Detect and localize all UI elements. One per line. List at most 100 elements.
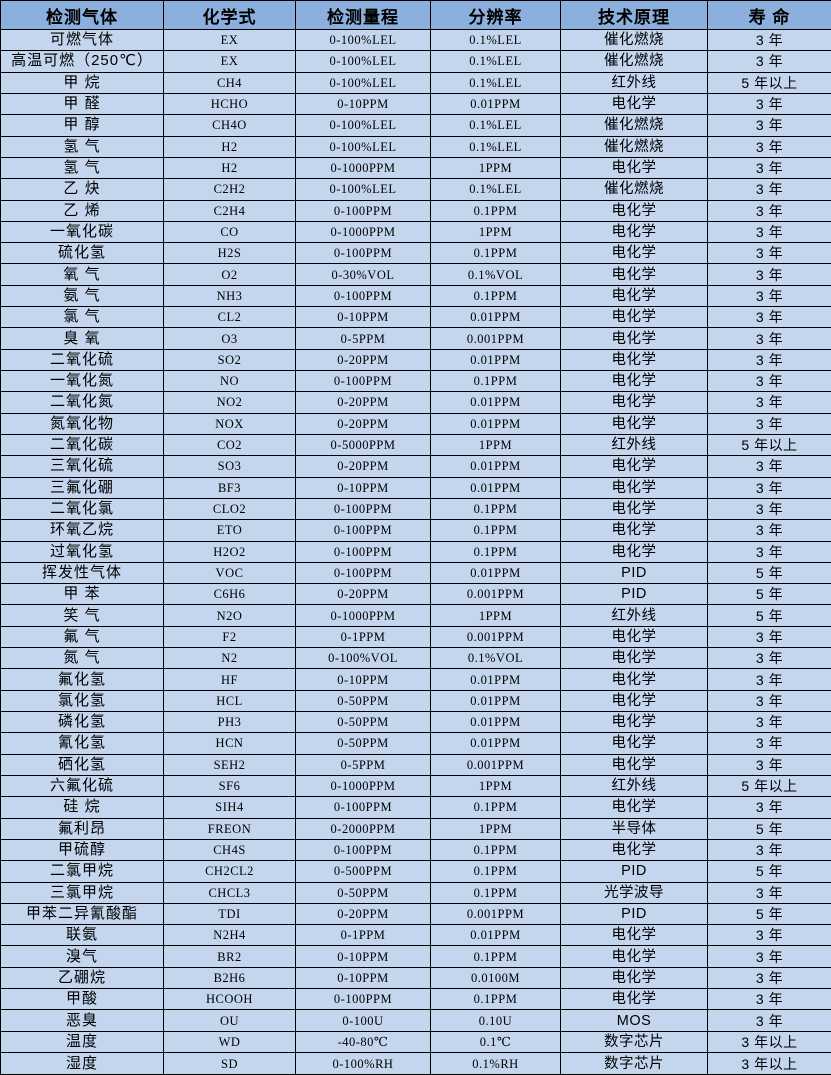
cell-formula: CH4 (163, 71, 296, 94)
cell-formula: F2 (163, 625, 296, 649)
cell-life: 3 年 (707, 1009, 831, 1032)
cell-range: 0-100%LEL (295, 50, 431, 73)
cell-gas: 甲 烷 (0, 71, 164, 94)
table-row: 笑 气 N2O 0-1000PPM 1PPM 红外线 5 年 (0, 604, 831, 627)
cell-life: 3 年 (707, 945, 831, 968)
cell-range: 0-10PPM (295, 306, 431, 329)
cell-formula: SO2 (163, 348, 296, 372)
table-row: 一氧化氮 NO 0-100PPM 0.1PPM 电化学 3 年 (0, 369, 831, 393)
cell-gas: 甲 醇 (0, 114, 164, 137)
table-row: 二氧化碳 CO2 0-5000PPM 1PPM 红外线 5 年以上 (0, 433, 831, 457)
cell-life: 5 年以上 (707, 71, 831, 94)
cell-tech: 电化学 (560, 412, 708, 435)
table-row: 氯 气 CL2 0-10PPM 0.01PPM 电化学 3 年 (0, 306, 831, 329)
cell-res: 0.01PPM (430, 668, 561, 691)
cell-life: 3 年 (707, 327, 831, 350)
cell-life: 3 年 (707, 242, 831, 265)
cell-life: 5 年 (707, 902, 831, 926)
cell-tech: 催化燃烧 (560, 50, 708, 73)
cell-formula: CH2CL2 (163, 860, 296, 883)
cell-res: 0.1PPM (430, 838, 561, 862)
cell-gas: 乙 烯 (0, 199, 164, 222)
cell-life: 3 年 (707, 135, 831, 158)
cell-formula: CH4O (163, 114, 296, 137)
cell-range: 0-10PPM (295, 476, 431, 499)
cell-res: 0.01PPM (430, 306, 561, 329)
cell-life: 3 年 (707, 348, 831, 372)
cell-life: 5 年以上 (707, 774, 831, 798)
cell-formula: HCL (163, 689, 296, 713)
table-header-row: 检测气体 化学式 检测量程 分辨率 技术原理寿 命 (0, 0, 831, 30)
cell-range: 0-100PPM (295, 561, 431, 585)
cell-res: 0.1%VOL (430, 647, 561, 670)
cell-res: 0.1PPM (430, 369, 561, 393)
cell-tech: 电化学 (560, 455, 708, 478)
cell-range: 0-100%LEL (295, 71, 431, 94)
cell-res: 0.01PPM (430, 455, 561, 478)
cell-tech: 电化学 (560, 966, 708, 990)
cell-formula: CHCL3 (163, 881, 296, 904)
cell-formula: N2H4 (163, 924, 296, 947)
cell-formula: SF6 (163, 774, 296, 798)
cell-res: 0.01PPM (430, 412, 561, 435)
cell-gas: 恶臭 (0, 1009, 164, 1032)
cell-res: 0.1PPM (430, 199, 561, 222)
cell-range: 0-100PPM (295, 988, 431, 1011)
cell-gas: 三氧化硫 (0, 455, 164, 478)
cell-tech: 半导体 (560, 817, 708, 840)
cell-res: 1PPM (430, 156, 561, 180)
cell-life: 3 年 (707, 881, 831, 904)
cell-formula: NO (163, 369, 296, 393)
table-row: 硫化氢 H2S 0-100PPM 0.1PPM 电化学 3 年 (0, 242, 831, 265)
cell-life: 3 年 (707, 178, 831, 201)
cell-res: 1PPM (430, 220, 561, 244)
table-row: 三氧化硫 SO3 0-20PPM 0.01PPM 电化学 3 年 (0, 455, 831, 478)
cell-range: 0-100PPM (295, 284, 431, 308)
column-header-range: 检测量程 (295, 0, 431, 30)
cell-formula: CH4S (163, 838, 296, 862)
cell-life: 3 年 (707, 92, 831, 116)
cell-gas: 二氯甲烷 (0, 860, 164, 883)
cell-formula: NH3 (163, 284, 296, 308)
cell-res: 0.1%LEL (430, 28, 561, 52)
table-row: 氟化氢 HF 0-10PPM 0.01PPM 电化学 3 年 (0, 668, 831, 691)
cell-tech: 红外线 (560, 433, 708, 457)
cell-res: 0.1%LEL (430, 50, 561, 73)
cell-gas: 一氧化氮 (0, 369, 164, 393)
table-row: 甲 醇 CH4O 0-100%LEL 0.1%LEL 催化燃烧 3 年 (0, 114, 831, 137)
cell-life: 3 年 (707, 369, 831, 393)
cell-tech: PID (560, 902, 708, 926)
table-row: 氨 气 NH3 0-100PPM 0.1PPM 电化学 3 年 (0, 284, 831, 308)
cell-res: 0.1PPM (430, 945, 561, 968)
cell-range: 0-10PPM (295, 92, 431, 116)
cell-tech: 光学波导 (560, 881, 708, 904)
table-row: 二氧化氯 CLO2 0-100PPM 0.1PPM 电化学 3 年 (0, 497, 831, 521)
cell-tech: 电化学 (560, 625, 708, 649)
cell-gas: 磷化氢 (0, 710, 164, 734)
cell-res: 0.001PPM (430, 625, 561, 649)
cell-tech: 电化学 (560, 242, 708, 265)
cell-gas: 硅 烷 (0, 796, 164, 819)
cell-formula: EX (163, 50, 296, 73)
cell-res: 0.1%RH (430, 1052, 561, 1075)
cell-range: 0-10PPM (295, 945, 431, 968)
cell-gas: 氧 气 (0, 263, 164, 286)
cell-formula: N2 (163, 647, 296, 670)
cell-formula: O3 (163, 327, 296, 350)
cell-res: 0.01PPM (430, 476, 561, 499)
cell-tech: 红外线 (560, 71, 708, 94)
table-row: 溴气 BR2 0-10PPM 0.1PPM 电化学 3 年 (0, 945, 831, 968)
cell-life: 5 年 (707, 860, 831, 883)
cell-tech: 电化学 (560, 92, 708, 116)
cell-gas: 二氧化氯 (0, 497, 164, 521)
cell-life: 3 年 (707, 306, 831, 329)
table-row: 甲 苯 C6H6 0-20PPM 0.001PPM PID 5 年 (0, 583, 831, 606)
table-row: 氧 气 O2 0-30%VOL 0.1%VOL 电化学 3 年 (0, 263, 831, 286)
cell-tech: 电化学 (560, 263, 708, 286)
table-row: 氢 气 H2 0-1000PPM 1PPM 电化学 3 年 (0, 156, 831, 180)
table-row: 三氟化硼 BF3 0-10PPM 0.01PPM 电化学 3 年 (0, 476, 831, 499)
cell-life: 3 年 (707, 668, 831, 691)
cell-tech: 电化学 (560, 796, 708, 819)
cell-gas: 三氟化硼 (0, 476, 164, 499)
cell-tech: 数字芯片 (560, 1030, 708, 1054)
